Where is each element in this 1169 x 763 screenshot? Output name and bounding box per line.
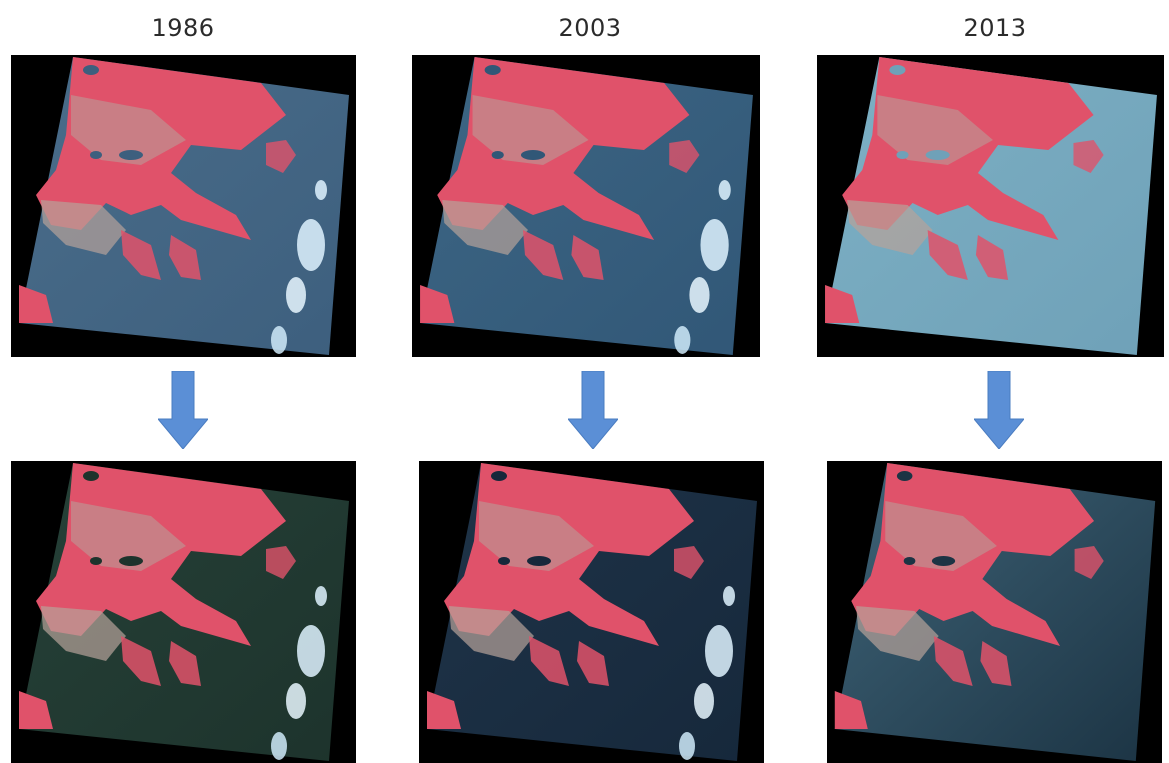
- land-peninsula-1: [529, 636, 569, 686]
- down-arrow-icon: [158, 371, 208, 449]
- satellite-image-2013-corrected: [827, 461, 1162, 763]
- land-corner: [19, 691, 53, 729]
- land-island: [266, 546, 296, 579]
- land-island: [1073, 140, 1104, 173]
- year-label-1986: 1986: [151, 14, 215, 42]
- land-peninsula-2: [169, 235, 201, 280]
- down-arrow-icon: [568, 371, 618, 449]
- cloud-patches: [271, 586, 327, 760]
- land-peninsula-1: [121, 636, 161, 686]
- satellite-image-1986-original: [11, 55, 356, 357]
- satellite-image-2013-original: [817, 55, 1164, 357]
- land-corner: [825, 285, 860, 323]
- land-peninsula-1: [121, 230, 161, 280]
- land-island: [1074, 546, 1104, 579]
- land-corner: [834, 691, 868, 729]
- land-corner: [19, 285, 53, 323]
- land-peninsula-2: [577, 641, 609, 686]
- year-label-2003: 2003: [558, 14, 622, 42]
- land-peninsula-1: [522, 230, 564, 280]
- land-corner: [427, 691, 461, 729]
- land-corner: [420, 285, 455, 323]
- land-peninsula-2: [571, 235, 604, 280]
- satellite-image-2003-original: [412, 55, 760, 357]
- cloud-patches: [271, 180, 327, 354]
- land-peninsula-2: [975, 235, 1009, 280]
- satellite-image-2003-corrected: [419, 461, 764, 763]
- land-peninsula-2: [169, 641, 201, 686]
- land-peninsula-2: [980, 641, 1012, 686]
- land-island: [266, 140, 296, 173]
- down-arrow-icon: [974, 371, 1024, 449]
- satellite-image-1986-corrected: [11, 461, 356, 763]
- land-peninsula-1: [927, 230, 968, 280]
- land-peninsula-1: [933, 636, 973, 686]
- year-label-2013: 2013: [963, 14, 1027, 42]
- cloud-patches: [674, 180, 731, 354]
- cloud-patches: [679, 586, 735, 760]
- land-island: [669, 140, 700, 173]
- land-island: [674, 546, 704, 579]
